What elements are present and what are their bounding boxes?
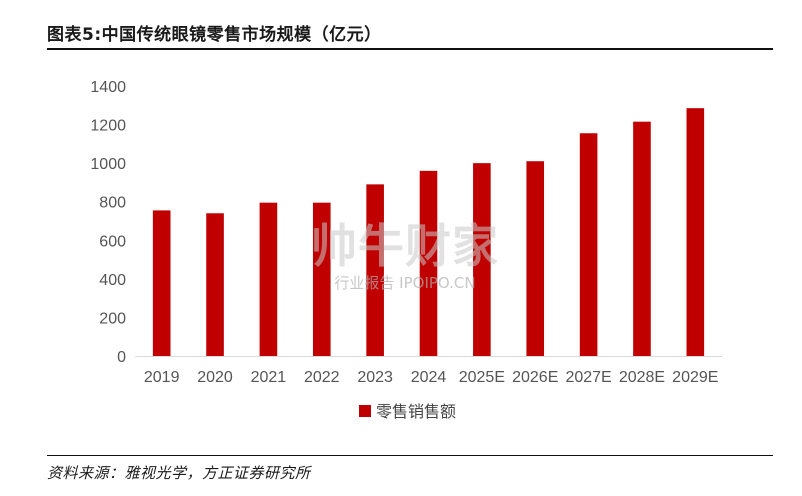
y-tick-label: 0 [117,349,126,366]
bar-2026E [526,161,545,356]
x-tick-label: 2022 [304,369,340,386]
y-tick-label: 600 [99,233,126,250]
bar-2022 [312,202,331,356]
bar-2024 [419,170,438,356]
x-tick-label: 2023 [357,369,393,386]
bar-2029E [686,108,705,356]
y-axis: 0 200 400 600 800 1000 1200 1400 [90,79,126,366]
y-tick-label: 400 [99,272,126,289]
bar-2021 [259,202,278,356]
legend-swatch [359,405,371,417]
y-tick-label: 1000 [90,156,126,173]
x-tick-label: 2029E [672,369,718,386]
y-tick-label: 1400 [90,79,126,96]
bottom-rule [47,455,773,456]
x-tick-label: 2019 [144,369,180,386]
x-tick-label: 2028E [619,369,665,386]
chart-title: 图表5:中国传统眼镜零售市场规模（亿元） [47,25,382,45]
source-note: 资料来源：雅视光学，方正证券研究所 [47,464,311,482]
legend-label: 零售销售额 [376,402,456,421]
bar-2028E [633,121,651,356]
bar-2020 [206,213,224,356]
bar-2027E [579,133,598,356]
y-tick-label: 1200 [90,118,126,135]
x-tick-label: 2021 [251,369,287,386]
x-tick-label: 2024 [411,369,447,386]
x-tick-label: 2020 [197,369,233,386]
x-tick-label: 2026E [512,369,558,386]
legend: 零售销售额 [359,402,456,421]
top-rule [47,48,773,50]
x-axis: 2019 2020 2021 2022 2023 2024 2025E 2026E 2027E 2… [144,369,719,386]
y-tick-label: 800 [99,195,126,212]
x-tick-label: 2025E [459,369,505,386]
bar-2019 [152,210,171,356]
bar-2023 [366,184,384,356]
bars [152,108,705,356]
x-tick-label: 2027E [565,369,611,386]
bar-2025E [473,163,491,356]
y-tick-label: 200 [99,310,126,327]
